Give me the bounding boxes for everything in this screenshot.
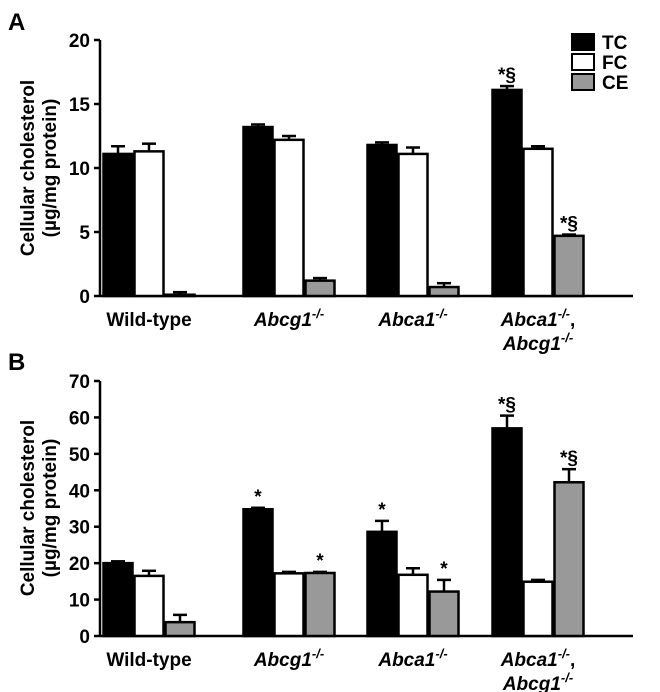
significance-label: *§ (498, 65, 516, 86)
legend-swatch-ce (571, 73, 595, 91)
bar-tc (102, 561, 134, 638)
category-suffix: , (570, 650, 575, 671)
significance-label: * (254, 487, 262, 508)
y-axis-label: Cellular cholesterol (18, 80, 39, 256)
category-label: Abca1-/- (377, 306, 447, 331)
category-label: Abca1-/-, (500, 646, 576, 671)
bar-fc (133, 150, 165, 298)
category-label: Abcg1-/- (253, 646, 324, 671)
legend-label: FC (602, 53, 628, 74)
y-tick-label: 70 (69, 372, 90, 393)
legend-label: TC (602, 33, 628, 54)
panel-label: A (8, 9, 25, 36)
legend-label: CE (602, 73, 628, 94)
y-tick-label: 10 (69, 591, 90, 612)
bar-tc (242, 125, 274, 298)
category-name: Abcg1 (502, 674, 561, 692)
y-tick-label: 10 (69, 159, 90, 180)
bar-ce (164, 293, 196, 298)
category-label: Abcg1-/- (253, 306, 324, 331)
y-tick-label: 0 (79, 627, 90, 648)
legend-swatch-fc (571, 53, 595, 71)
category-label: Abca1-/-, (500, 306, 576, 331)
category-name: Abcg1 (253, 650, 312, 671)
bar-fc (273, 572, 305, 638)
bar-ce (304, 279, 336, 298)
bar-fc (133, 574, 165, 638)
y-tick-label: 60 (69, 408, 90, 429)
category-label: Abca1-/- (377, 646, 447, 671)
y-axis-label-unit: (µg/mg protein) (40, 439, 61, 578)
significance-label: * (440, 559, 448, 580)
category-label: Wild-type (106, 310, 191, 331)
category-superscript: -/- (558, 646, 570, 661)
bar-ce (553, 481, 585, 638)
significance-label: * (378, 500, 386, 521)
panel-label: B (8, 349, 25, 376)
bar-fc (522, 147, 554, 298)
y-tick-label: 5 (79, 223, 90, 244)
category-superscript: -/- (558, 306, 570, 321)
category-name: Abcg1 (253, 310, 312, 331)
significance-label: *§ (498, 395, 516, 416)
chart-panel-a: A 0 5 10 15 20 Cellular cholesterol (µg/mg prot… (8, 9, 633, 355)
bar-ce (553, 234, 585, 298)
bar-fc (273, 138, 305, 298)
category-superscript: -/- (561, 670, 573, 685)
y-tick-label: 30 (69, 518, 90, 539)
category-superscript: -/- (435, 306, 447, 321)
category-label-line2: Abcg1-/- (502, 670, 573, 692)
significance-label: *§ (560, 214, 578, 235)
y-tick-label: 20 (69, 554, 90, 575)
category-name: Abca1 (377, 650, 435, 671)
category-name: Wild-type (106, 650, 191, 671)
bar-fc (397, 152, 429, 298)
category-name: Abcg1 (502, 334, 561, 355)
category-superscript: -/- (312, 306, 324, 321)
y-axis-label-unit: (µg/mg protein) (40, 99, 61, 238)
y-tick-label: 15 (69, 95, 91, 116)
bar-fc (522, 580, 554, 638)
category-name: Abca1 (500, 650, 558, 671)
category-label-line2: Abcg1-/- (502, 330, 573, 355)
category-superscript: -/- (312, 646, 324, 661)
chart-panel-b: B 0 10 20 30 40 50 60 70 Cellular cholesterol (µg/… (8, 349, 633, 692)
bar-ce (428, 590, 460, 638)
category-name: Abca1 (500, 310, 558, 331)
bar-tc (102, 152, 134, 298)
category-superscript: -/- (561, 330, 573, 345)
y-axis-label: Cellular cholesterol (18, 420, 39, 596)
category-suffix: , (570, 310, 575, 331)
category-label: Wild-type (106, 650, 191, 671)
bar-ce (428, 285, 460, 298)
significance-label: * (316, 551, 324, 572)
category-name: Abca1 (377, 310, 435, 331)
y-tick-label: 50 (69, 445, 90, 466)
bar-fc (397, 573, 429, 638)
bar-ce (164, 620, 196, 638)
bar-tc (366, 143, 398, 298)
legend-swatch-tc (571, 33, 595, 51)
bar-tc (242, 507, 274, 638)
bar-tc (491, 88, 523, 298)
bar-tc (366, 530, 398, 638)
y-tick-label: 40 (69, 481, 90, 502)
category-superscript: -/- (435, 646, 447, 661)
y-tick-label: 20 (69, 31, 90, 52)
bar-ce (304, 571, 336, 638)
y-tick-label: 0 (79, 287, 90, 308)
significance-label: *§ (560, 448, 578, 469)
bar-tc (491, 427, 523, 638)
category-name: Wild-type (106, 310, 191, 331)
